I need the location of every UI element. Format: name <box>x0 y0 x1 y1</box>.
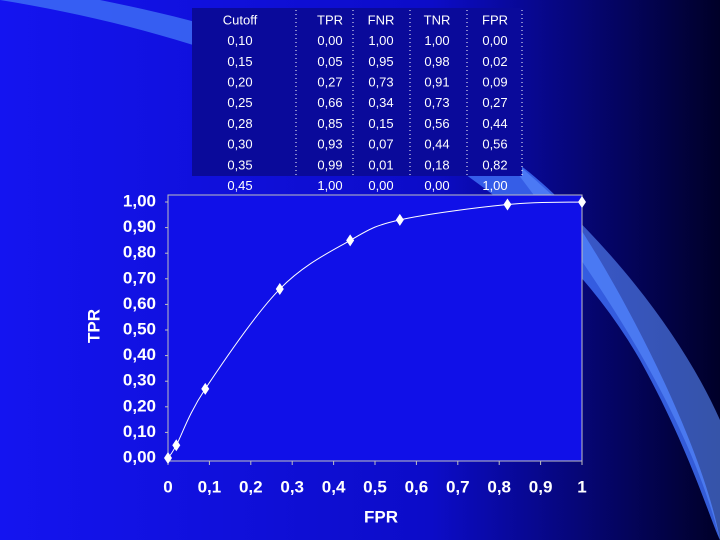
table-cell: 0,45 <box>227 178 252 193</box>
table-header: Cutoff <box>223 12 258 27</box>
decor-swoosh <box>500 150 720 540</box>
y-tick-label: 0,60 <box>123 294 156 313</box>
table-cell: 0,34 <box>368 95 393 110</box>
point <box>346 234 355 247</box>
plot-area <box>167 194 583 462</box>
table-cell: 0,00 <box>317 33 342 48</box>
y-tick-label: 0,40 <box>123 345 156 364</box>
table-cell: 0,00 <box>424 178 449 193</box>
x-tick-label: 0,3 <box>280 477 304 496</box>
table-cell: 0,02 <box>482 54 507 69</box>
y-tick-label: 0,30 <box>123 371 156 390</box>
y-tick-label: 0,10 <box>123 422 156 441</box>
table-cell: 0,07 <box>368 137 393 152</box>
table-cell: 0,15 <box>227 54 252 69</box>
table-cell: 0,01 <box>368 157 393 172</box>
x-tick-label: 0,8 <box>487 477 511 496</box>
x-tick-label: 0 <box>163 477 172 496</box>
x-tick-label: 0,9 <box>529 477 553 496</box>
table-cell: 0,28 <box>227 116 252 131</box>
table-cell: 0,66 <box>317 95 342 110</box>
table-cell: 1,00 <box>424 33 449 48</box>
table-cell: 0,95 <box>368 54 393 69</box>
y-tick-label: 0,90 <box>123 217 156 236</box>
table-cell: 1,00 <box>482 178 507 193</box>
roc-line <box>167 201 583 459</box>
table-cell: 0,18 <box>424 157 449 172</box>
table-cell: 0,99 <box>317 157 342 172</box>
table-cell: 0,00 <box>368 178 393 193</box>
y-tick-label: 0,70 <box>123 268 156 287</box>
x-tick-label: 0,5 <box>363 477 387 496</box>
table-cell: 0,98 <box>424 54 449 69</box>
point <box>578 196 586 208</box>
point <box>201 382 210 395</box>
point <box>275 283 284 296</box>
table-cell: 0,10 <box>227 33 252 48</box>
x-tick-label: 0,1 <box>198 477 222 496</box>
table-cell: 0,56 <box>482 137 507 152</box>
y-tick-label: 1,00 <box>123 191 156 210</box>
table-cell: 0,20 <box>227 75 252 90</box>
table-cell: 0,15 <box>368 116 393 131</box>
x-tick-label: 0,4 <box>322 477 346 496</box>
table-cell: 0,35 <box>227 157 252 172</box>
x-tick-label: 1 <box>577 477 586 496</box>
table-header: TNR <box>424 12 451 27</box>
table-cell: 1,00 <box>368 33 393 48</box>
y-axis-label: TPR <box>84 309 103 343</box>
table-cell: 0,44 <box>482 116 507 131</box>
x-tick-label: 0,6 <box>405 477 429 496</box>
table-cell: 0,44 <box>424 137 449 152</box>
table-cell: 1,00 <box>317 178 342 193</box>
table-cell: 0,91 <box>424 75 449 90</box>
point <box>503 198 512 211</box>
table-cell: 0,25 <box>227 95 252 110</box>
table-cell: 0,85 <box>317 116 342 131</box>
table-cell: 0,30 <box>227 137 252 152</box>
x-tick-label: 0,2 <box>239 477 263 496</box>
y-tick-label: 0,20 <box>123 396 156 415</box>
table-cell: 0,73 <box>368 75 393 90</box>
table-cell: 0,73 <box>424 95 449 110</box>
y-tick-label: 0,50 <box>123 319 156 338</box>
point <box>172 439 181 452</box>
table-cell: 0,27 <box>482 95 507 110</box>
table-header: TPR <box>317 12 343 27</box>
point <box>395 213 404 226</box>
x-axis-label: FPR <box>364 507 398 526</box>
y-tick-label: 0,80 <box>123 243 156 262</box>
table-cell: 0,82 <box>482 157 507 172</box>
table-cell: 0,00 <box>482 33 507 48</box>
table-cell: 0,93 <box>317 137 342 152</box>
table-header: FNR <box>368 12 395 27</box>
y-tick-label: 0,00 <box>123 447 156 466</box>
table-cell: 0,56 <box>424 116 449 131</box>
table-header: FPR <box>482 12 508 27</box>
table-bg <box>192 8 522 176</box>
x-tick-label: 0,7 <box>446 477 470 496</box>
point <box>164 452 172 464</box>
table-cell: 0,27 <box>317 75 342 90</box>
table-cell: 0,05 <box>317 54 342 69</box>
table-cell: 0,09 <box>482 75 507 90</box>
